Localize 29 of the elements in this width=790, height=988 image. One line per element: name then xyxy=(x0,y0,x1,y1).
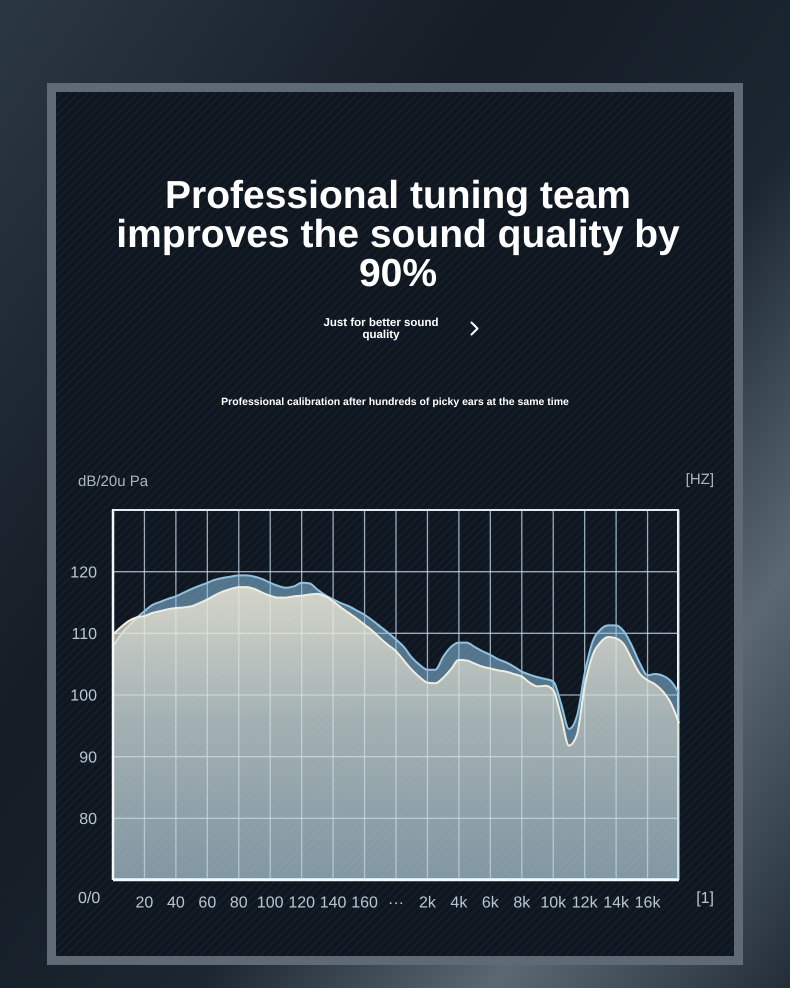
x-tick-label: 6k xyxy=(482,894,500,912)
x-tick-label: 60 xyxy=(198,894,216,912)
y-tick-label: 100 xyxy=(70,688,98,705)
chart-subtitle: Just for better sound quality xyxy=(322,317,440,341)
x-tick-label: 12k xyxy=(572,894,599,912)
x-tick-label: 4k xyxy=(450,894,468,912)
x-tick-label: 2k xyxy=(418,894,437,912)
x-tick-label: 160 xyxy=(351,894,378,912)
x-tick-label: 120 xyxy=(288,894,316,912)
x-tick-label: 20 xyxy=(136,894,154,912)
chart-title: Professional tuning team improves the sound quality by 90% xyxy=(115,174,681,295)
text: 0/0 xyxy=(77,890,102,908)
x-tick-label: 14k xyxy=(603,894,630,912)
y-axis-title: dB/20u Pa xyxy=(78,473,148,490)
x-tick-label: 100 xyxy=(256,894,284,912)
x-tick-label: 8k xyxy=(513,894,532,912)
y-tick-label: 80 xyxy=(79,811,98,828)
x-axis-title: [HZ] xyxy=(686,471,714,488)
x-tick-label: 10k xyxy=(540,894,568,912)
text: Professional calibration after hundreds of picky ears at the same time xyxy=(220,395,570,410)
x-tick-label: 140 xyxy=(320,894,347,912)
x-tick-label: ··· xyxy=(388,894,404,912)
x-tick-label: 16k xyxy=(634,894,662,912)
x-tick-label: 40 xyxy=(166,894,185,912)
text: [1] xyxy=(695,890,714,908)
y-tick-label: 110 xyxy=(71,626,98,644)
x-tick-label: 80 xyxy=(230,894,248,912)
y-tick-label: 120 xyxy=(70,564,98,582)
y-tick-label: 90 xyxy=(79,749,98,766)
